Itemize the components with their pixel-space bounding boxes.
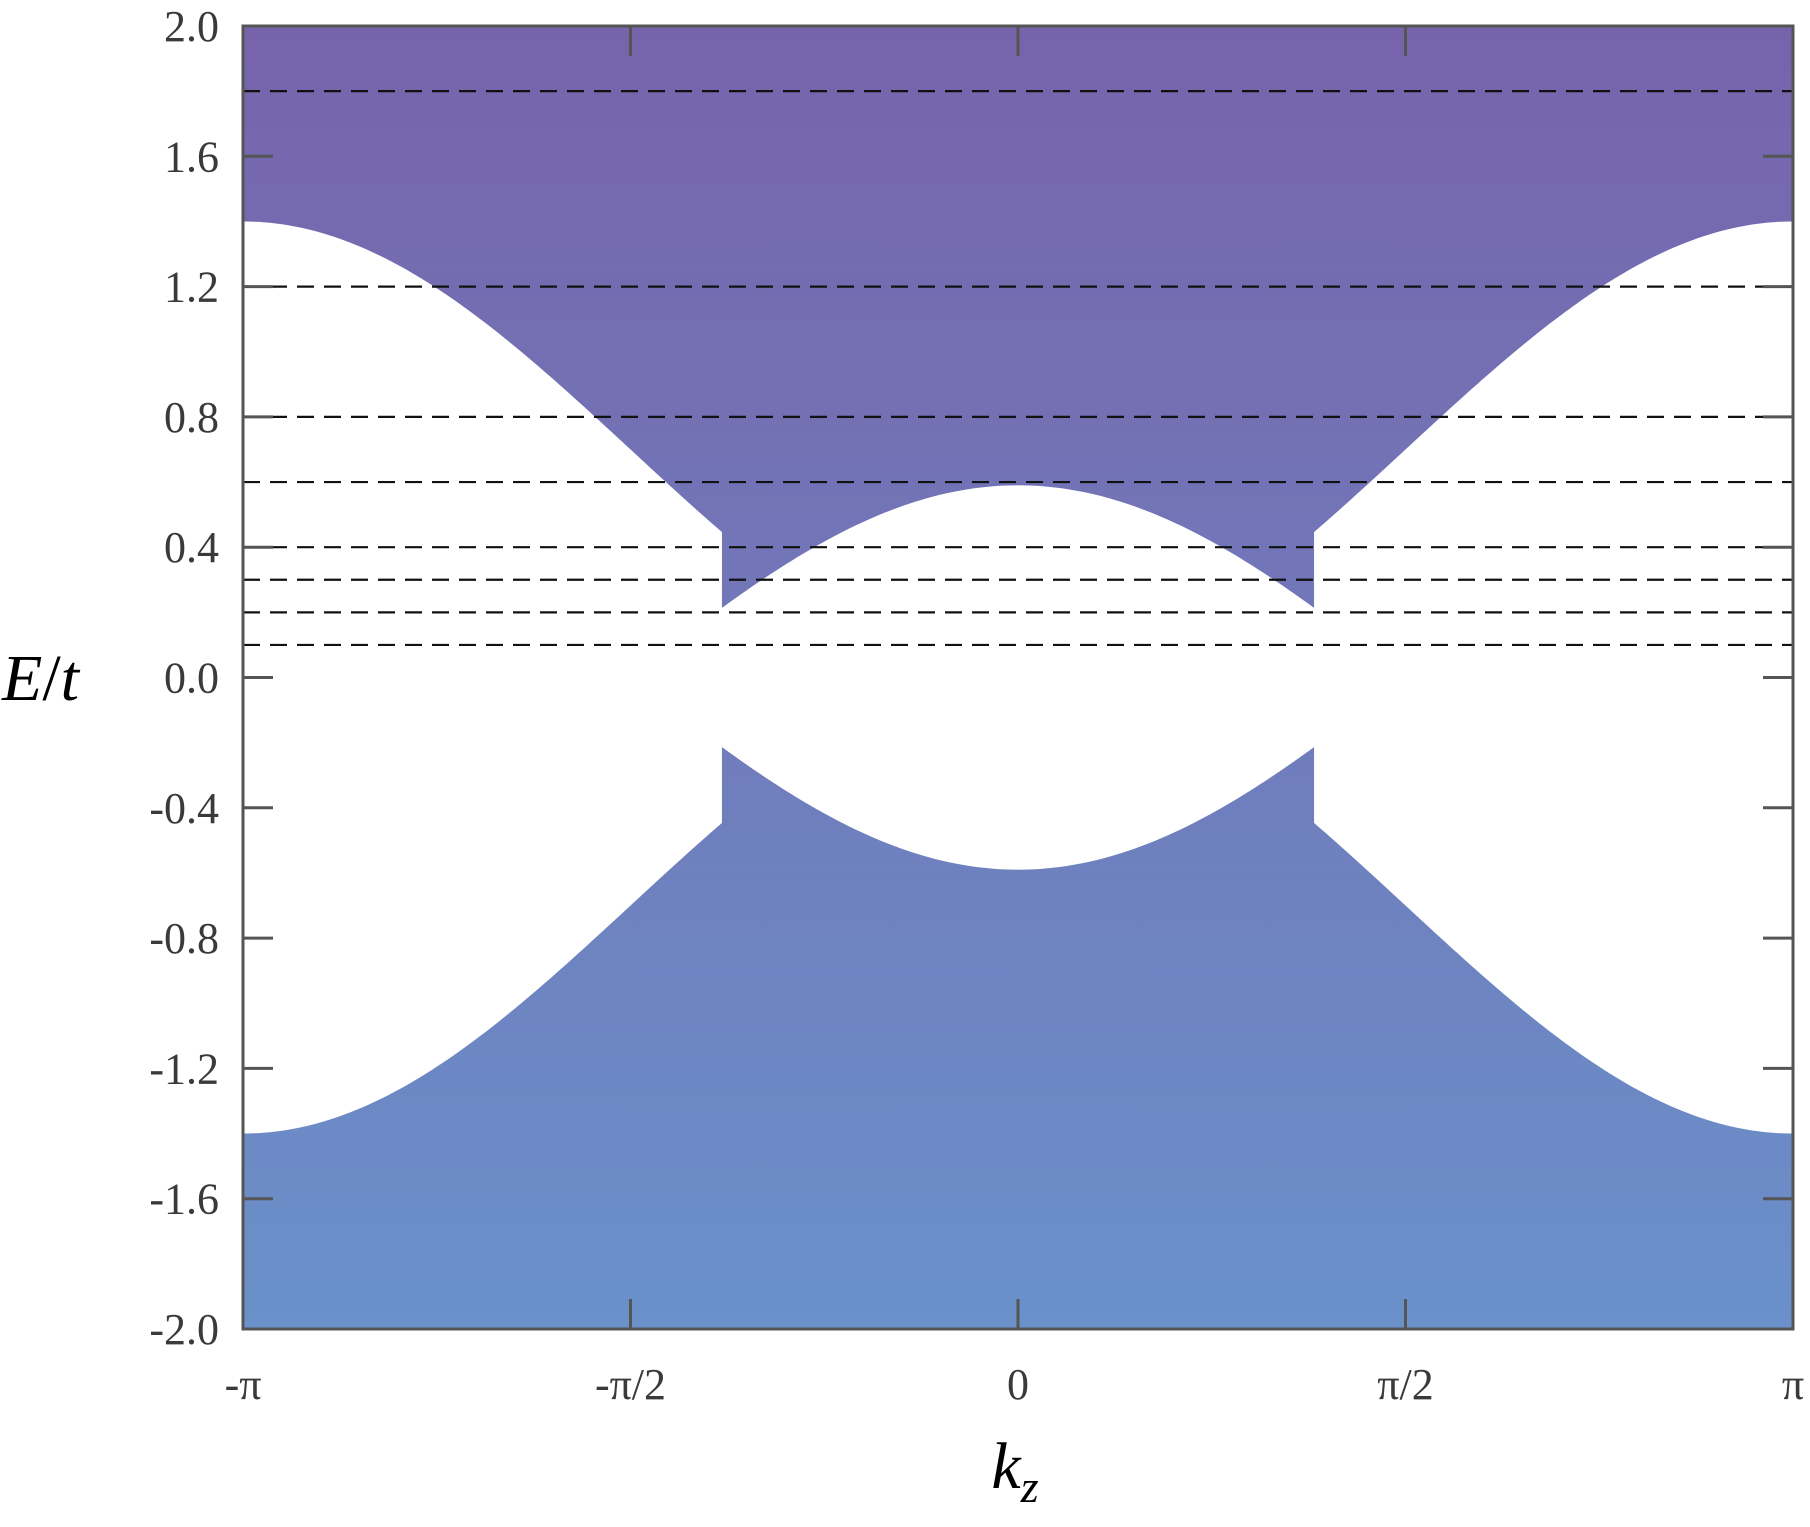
y-tick-label-5: 0.0: [164, 654, 219, 703]
gap-region: [243, 221, 1793, 1134]
x-axis-title: kz: [991, 1430, 1038, 1512]
axis-tick-labels: 2.01.61.20.80.40.0-0.4-0.8-1.2-1.6-2.0-π…: [149, 2, 1804, 1409]
y-tick-label-7: -0.8: [149, 914, 219, 963]
dashed-energy-levels: [243, 90, 1793, 647]
y-tick-label-10: -2.0: [149, 1305, 219, 1354]
x-tick-label-4: π: [1782, 1360, 1804, 1409]
y-tick-label-4: 0.4: [164, 523, 219, 572]
y-tick-label-2: 1.2: [164, 263, 219, 312]
x-tick-label-1: -π/2: [595, 1360, 666, 1409]
y-axis-title: E/t: [1, 642, 81, 715]
y-tick-label-6: -0.4: [149, 784, 219, 833]
axis-ticks: [241, 24, 1795, 1331]
x-tick-label-2: 0: [1007, 1360, 1029, 1409]
x-tick-label-3: π/2: [1377, 1360, 1433, 1409]
y-tick-label-9: -1.6: [149, 1175, 219, 1224]
y-tick-label-0: 2.0: [164, 2, 219, 51]
y-tick-label-1: 1.6: [164, 132, 219, 181]
y-tick-label-8: -1.2: [149, 1044, 219, 1093]
x-tick-label-0: -π: [225, 1360, 262, 1409]
y-tick-label-3: 0.8: [164, 393, 219, 442]
